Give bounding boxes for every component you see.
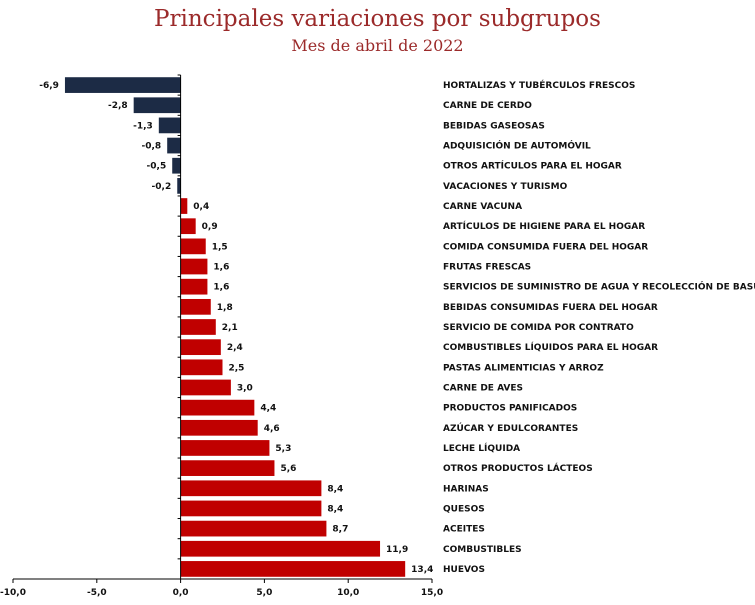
value-label: 1,8 [217,303,233,313]
bar [180,520,327,537]
value-label: 0,9 [202,222,218,232]
category-label: COMIDA CONSUMIDA FUERA DEL HOGAR [443,242,648,252]
value-label: 1,5 [212,242,228,252]
category-label: OTROS PRODUCTOS LÁCTEOS [443,462,593,474]
bar [180,419,258,436]
value-label: 8,7 [332,525,348,535]
bar [180,561,406,577]
x-tick-label: -10,0 [0,588,26,598]
category-label: CARNE DE AVES [443,383,523,393]
category-label: BEBIDAS CONSUMIDAS FUERA DEL HOGAR [443,303,658,313]
value-label: -0,2 [152,182,172,192]
category-label: PASTAS ALIMENTICIAS Y ARROZ [443,363,604,373]
chart-title: Principales variaciones por subgrupos [154,6,601,32]
category-label: HORTALIZAS Y TUBÉRCULOS FRESCOS [443,79,635,91]
category-label: CARNE VACUNA [443,202,522,212]
value-label: 13,4 [411,565,433,575]
bar [180,218,196,235]
bar [180,339,221,356]
category-label: SERVICIOS DE SUMINISTRO DE AGUA Y RECOLE… [443,281,755,293]
bar [180,319,216,335]
value-label: 3,0 [237,383,253,393]
value-label: 4,4 [260,404,276,414]
category-label: HUEVOS [443,565,485,575]
bar [133,97,181,114]
value-label: 0,4 [193,202,209,212]
x-tick-label: 5,0 [256,588,272,598]
category-label: VACACIONES Y TURISMO [443,182,568,192]
x-tick-label: -5,0 [87,588,107,598]
category-label: BEBIDAS GASEOSAS [443,121,545,131]
value-label: -0,8 [142,142,162,152]
bar [180,540,381,557]
bar [180,278,208,295]
bar [167,137,181,154]
value-label: 5,3 [275,444,291,454]
category-label: ADQUISICIÓN DE AUTOMÓVIL [443,140,591,152]
category-label: QUESOS [443,504,485,514]
bar [180,460,275,476]
value-label: 11,9 [386,545,408,555]
bar [172,157,181,174]
bar [177,178,181,194]
chart-subtitle: Mes de abril de 2022 [291,36,464,55]
bar [180,440,270,456]
value-label: 8,4 [327,504,343,514]
value-label: 1,6 [213,263,229,273]
category-label: ARTÍCULOS DE HIGIENE PARA EL HOGAR [443,220,645,232]
bar [180,500,322,517]
bar [64,77,181,93]
category-label: CARNE DE CERDO [443,101,532,111]
value-label: 8,4 [327,484,343,494]
category-label: HARINAS [443,484,489,494]
value-label: -0,5 [147,162,167,172]
bar [180,379,231,396]
value-label: 1,6 [213,283,229,293]
bar [158,117,181,134]
value-label: 5,6 [280,464,296,474]
bar [180,258,208,275]
value-label: 2,5 [229,363,245,373]
bar [180,298,211,315]
bar [180,359,223,376]
category-label: FRUTAS FRESCAS [443,263,531,273]
category-label: COMBUSTIBLES LÍQUIDOS PARA EL HOGAR [443,341,658,353]
x-tick-label: 0,0 [173,588,189,598]
value-label: -6,9 [39,81,59,91]
category-label: ACEITES [443,525,485,535]
category-label: COMBUSTIBLES [443,545,522,555]
category-label: OTROS ARTÍCULOS PARA EL HOGAR [443,160,622,172]
bar [180,238,206,255]
category-label: SERVICIO DE COMIDA POR CONTRATO [443,323,634,333]
bar [180,198,188,214]
category-label: AZÚCAR Y EDULCORANTES [443,422,578,434]
value-label: 2,4 [227,343,243,353]
category-label: LECHE LÍQUIDA [443,442,520,454]
bar [180,399,255,416]
value-label: 2,1 [222,323,238,333]
value-label: -1,3 [133,121,153,131]
x-tick-label: 15,0 [421,588,443,598]
x-tick-label: 10,0 [337,588,359,598]
bar [180,480,322,497]
value-label: 4,6 [264,424,280,434]
value-label: -2,8 [108,101,128,111]
category-label: PRODUCTOS PANIFICADOS [443,404,577,414]
